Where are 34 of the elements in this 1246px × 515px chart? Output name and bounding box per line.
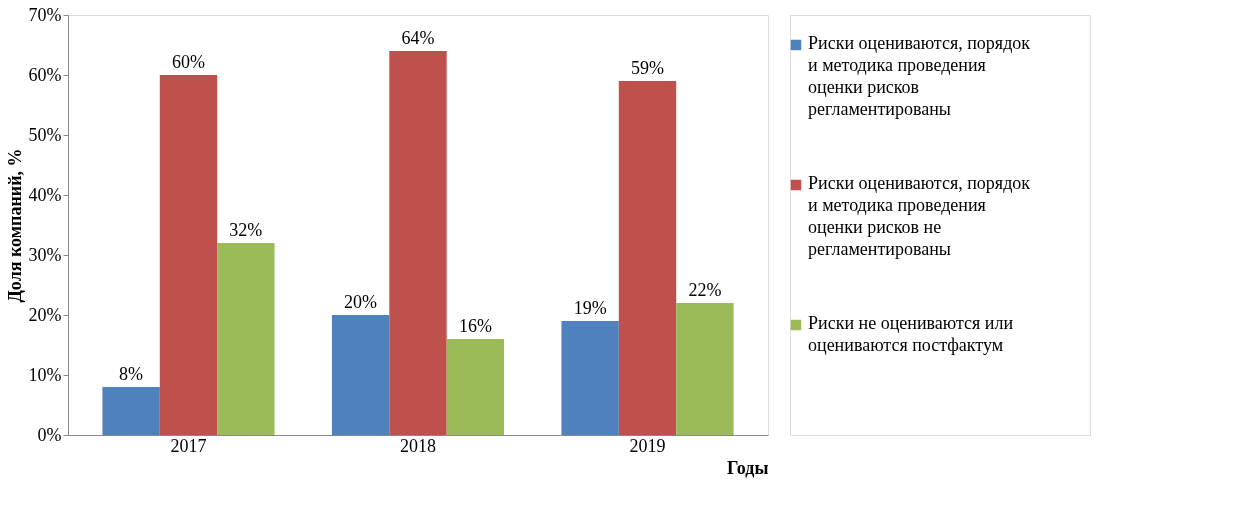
bar — [676, 303, 734, 435]
y-tick-label: 30% — [28, 244, 62, 265]
data-label: 16% — [458, 316, 492, 336]
data-label: 32% — [229, 220, 263, 240]
legend-label: Риски оцениваются, порядок и методика проведения оценки рисков регламентированы — [808, 33, 1031, 119]
data-label: 64% — [401, 28, 435, 48]
y-tick-label: 40% — [28, 184, 62, 205]
bar — [159, 75, 218, 435]
data-label: 60% — [171, 52, 205, 72]
x-tick-label: 2018 — [400, 435, 436, 456]
bar — [446, 339, 505, 435]
y-tick-label: 60% — [28, 64, 62, 85]
x-axis-title: Годы — [726, 457, 769, 478]
bar — [217, 243, 275, 435]
data-label: 22% — [688, 280, 722, 300]
bar — [331, 315, 390, 435]
bar — [389, 51, 447, 435]
legend-label: Риски не оцениваются или оцениваются постфактум — [808, 313, 1014, 355]
data-label: 8% — [119, 364, 144, 384]
x-tick-label: 2019 — [629, 435, 666, 456]
bar — [561, 321, 619, 435]
data-label: 59% — [631, 58, 665, 78]
y-tick-label: 50% — [28, 124, 62, 145]
y-tick-label: 0% — [37, 424, 62, 445]
y-axis-title: Доля компаний, % — [4, 148, 25, 303]
bar — [102, 387, 160, 435]
x-tick-label: 2017 — [170, 435, 207, 456]
y-tick-label: 20% — [28, 304, 62, 325]
y-tick-label: 10% — [28, 364, 62, 385]
data-label: 20% — [344, 292, 378, 312]
y-tick-label: 70% — [28, 4, 62, 25]
data-label: 19% — [573, 298, 607, 318]
legend-label: Риски оцениваются, порядок и методика проведения оценки рисков не регламентированы — [808, 173, 1031, 259]
bar — [618, 81, 677, 435]
